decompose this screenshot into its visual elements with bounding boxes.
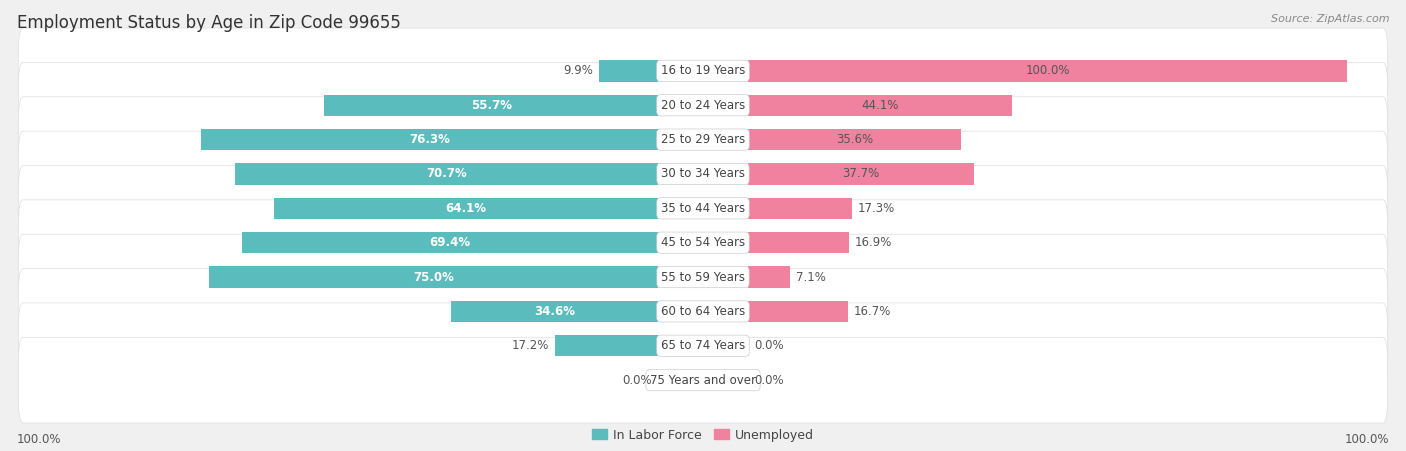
FancyBboxPatch shape <box>18 200 1388 285</box>
FancyBboxPatch shape <box>18 97 1388 182</box>
Text: 55.7%: 55.7% <box>471 99 512 112</box>
Text: 45 to 54 Years: 45 to 54 Years <box>661 236 745 249</box>
Bar <box>748 60 1347 82</box>
Text: 65 to 74 Years: 65 to 74 Years <box>661 339 745 352</box>
Text: 35.6%: 35.6% <box>837 133 873 146</box>
Text: 44.1%: 44.1% <box>862 99 898 112</box>
Text: 9.9%: 9.9% <box>562 64 593 78</box>
FancyBboxPatch shape <box>18 166 1388 251</box>
Bar <box>748 198 852 219</box>
FancyBboxPatch shape <box>18 28 1388 114</box>
Text: 60 to 64 Years: 60 to 64 Years <box>661 305 745 318</box>
Bar <box>748 163 974 184</box>
Bar <box>555 335 658 356</box>
Text: 16.7%: 16.7% <box>853 305 891 318</box>
Text: 0.0%: 0.0% <box>754 373 783 387</box>
Text: 0.0%: 0.0% <box>754 339 783 352</box>
Bar <box>748 95 1012 116</box>
Text: 64.1%: 64.1% <box>446 202 486 215</box>
Text: 55 to 59 Years: 55 to 59 Years <box>661 271 745 284</box>
Text: 70.7%: 70.7% <box>426 167 467 180</box>
Text: 76.3%: 76.3% <box>409 133 450 146</box>
Text: 75.0%: 75.0% <box>413 271 454 284</box>
Bar <box>274 198 658 219</box>
FancyBboxPatch shape <box>18 131 1388 217</box>
Text: 0.0%: 0.0% <box>623 373 652 387</box>
Text: 37.7%: 37.7% <box>842 167 880 180</box>
Bar <box>748 267 790 288</box>
FancyBboxPatch shape <box>18 234 1388 320</box>
Text: 100.0%: 100.0% <box>1344 433 1389 446</box>
Text: 20 to 24 Years: 20 to 24 Years <box>661 99 745 112</box>
Text: Employment Status by Age in Zip Code 99655: Employment Status by Age in Zip Code 996… <box>17 14 401 32</box>
FancyBboxPatch shape <box>18 62 1388 148</box>
Bar <box>242 232 658 253</box>
Text: 100.0%: 100.0% <box>1025 64 1070 78</box>
Bar <box>325 95 658 116</box>
FancyBboxPatch shape <box>18 337 1388 423</box>
Text: 35 to 44 Years: 35 to 44 Years <box>661 202 745 215</box>
Text: 100.0%: 100.0% <box>17 433 62 446</box>
Bar <box>748 301 848 322</box>
FancyBboxPatch shape <box>18 303 1388 389</box>
Bar <box>748 232 849 253</box>
Bar <box>235 163 658 184</box>
Text: 16.9%: 16.9% <box>855 236 893 249</box>
Bar <box>201 129 658 150</box>
Bar <box>748 129 962 150</box>
Text: Source: ZipAtlas.com: Source: ZipAtlas.com <box>1271 14 1389 23</box>
Text: 75 Years and over: 75 Years and over <box>650 373 756 387</box>
Legend: In Labor Force, Unemployed: In Labor Force, Unemployed <box>586 423 820 446</box>
Text: 17.2%: 17.2% <box>512 339 548 352</box>
Text: 69.4%: 69.4% <box>430 236 471 249</box>
FancyBboxPatch shape <box>18 269 1388 354</box>
Text: 34.6%: 34.6% <box>534 305 575 318</box>
Bar <box>208 267 658 288</box>
Bar <box>451 301 658 322</box>
Bar <box>599 60 658 82</box>
Text: 7.1%: 7.1% <box>796 271 827 284</box>
Text: 30 to 34 Years: 30 to 34 Years <box>661 167 745 180</box>
Text: 16 to 19 Years: 16 to 19 Years <box>661 64 745 78</box>
Text: 25 to 29 Years: 25 to 29 Years <box>661 133 745 146</box>
Text: 17.3%: 17.3% <box>858 202 894 215</box>
